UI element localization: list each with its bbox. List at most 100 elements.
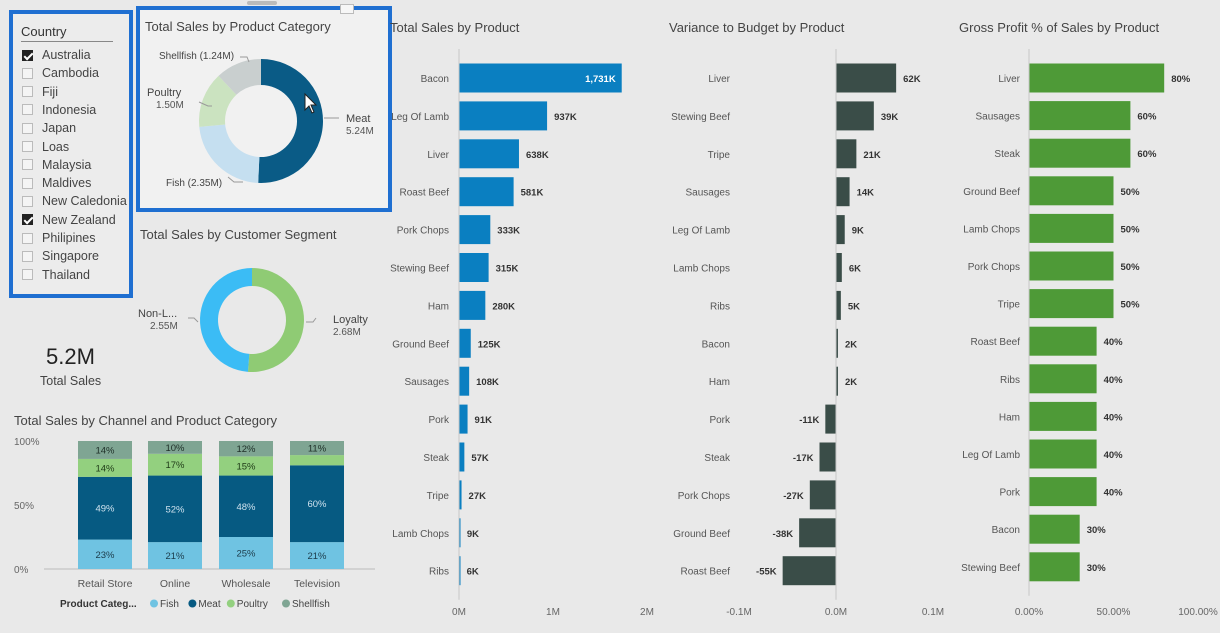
slicer-item-philipines[interactable]: Philipines [22, 229, 96, 247]
slicer-item-maldives[interactable]: Maldives [22, 174, 91, 192]
checkbox-checked-icon[interactable] [22, 214, 33, 226]
slice-value-label: 5.24M [346, 126, 374, 137]
checkbox-unchecked-icon[interactable] [22, 195, 33, 207]
bar [1029, 176, 1114, 206]
slicer-item-label: Thailand [42, 267, 90, 282]
bar-data-label: 30% [1087, 525, 1107, 536]
category-label: Steak [704, 453, 731, 464]
bar [459, 290, 486, 320]
segment-data-label: 60% [307, 499, 327, 510]
bar [836, 139, 857, 169]
slicer-item-singapore[interactable]: Singapore [22, 247, 99, 265]
bar-data-label: 2K [845, 377, 857, 388]
bar-data-label: 108K [476, 377, 499, 388]
category-label: Tripe [708, 150, 731, 161]
slicer-item-japan[interactable]: Japan [22, 119, 76, 137]
category-label: Leg Of Lamb [672, 226, 730, 237]
x-tick-label: 100.00% [1178, 607, 1218, 618]
bar-data-label: 6K [849, 264, 861, 275]
category-label: Sausages [686, 188, 730, 199]
slicer-item-label: Philipines [42, 231, 96, 245]
checkbox-unchecked-icon[interactable] [22, 122, 33, 134]
checkbox-unchecked-icon[interactable] [22, 104, 33, 116]
slicer-item-new-caledonia[interactable]: New Caledonia [22, 192, 127, 210]
bar [459, 63, 622, 93]
bar-data-label: 638K [526, 150, 549, 161]
bar-data-label: 40% [1104, 488, 1124, 499]
bar [1029, 514, 1080, 544]
slicer-item-thailand[interactable]: Thailand [22, 266, 90, 284]
category-label: Roast Beef [681, 567, 731, 578]
legend-dot-shellfish [282, 599, 290, 608]
stack-segment-poultry [148, 453, 202, 476]
category-label: Lamb Chops [963, 224, 1020, 235]
category-label: Bacon [992, 525, 1020, 536]
stack-segment-meat [290, 465, 344, 543]
stack-segment-fish [290, 542, 344, 569]
resize-handle[interactable] [247, 1, 277, 5]
bar-data-label: 50% [1121, 300, 1141, 311]
segment-data-label: 10% [165, 443, 185, 454]
slice-value-label: 2.68M [333, 327, 361, 338]
focus-mode-icon[interactable] [340, 4, 354, 14]
leader-line [240, 56, 250, 63]
bar [459, 404, 468, 434]
bar [459, 328, 471, 358]
bar-data-label: 50% [1121, 224, 1141, 235]
segment-data-label: 14% [95, 463, 115, 474]
checkbox-unchecked-icon[interactable] [22, 177, 33, 189]
category-label: Steak [994, 149, 1021, 160]
chart-title: Gross Profit % of Sales by Product [959, 20, 1160, 35]
checkbox-unchecked-icon[interactable] [22, 67, 33, 79]
slicer-item-label: Fiji [42, 84, 58, 99]
category-label: Liver [708, 74, 730, 85]
slicer-item-loas[interactable]: Loas [22, 138, 69, 156]
checkbox-unchecked-icon[interactable] [22, 232, 33, 244]
slicer-item-label: Cambodia [42, 66, 99, 81]
bar [459, 480, 462, 510]
category-donut-chart: Total Sales by Product Category Meat5.24M… [145, 19, 374, 189]
category-label: Liver [998, 74, 1020, 85]
x-tick-label: Retail Store [78, 578, 133, 590]
legend-entry: Poultry [237, 599, 268, 610]
bar [799, 518, 836, 548]
bar [1029, 364, 1097, 394]
bar-data-label: 80% [1171, 74, 1191, 85]
bar [836, 366, 838, 396]
slicer-item-malaysia[interactable]: Malaysia [22, 156, 91, 174]
kpi-total-sales-label: Total Sales [40, 374, 102, 388]
checkbox-unchecked-icon[interactable] [22, 269, 33, 281]
checkbox-unchecked-icon[interactable] [22, 250, 33, 262]
slicer-item-indonesia[interactable]: Indonesia [22, 101, 96, 119]
checkbox-unchecked-icon[interactable] [22, 141, 33, 152]
segment-data-label: 14% [95, 445, 115, 456]
legend-entry: Shellfish [292, 599, 330, 610]
bar-data-label: -11K [799, 415, 819, 426]
checkbox-checked-icon[interactable] [22, 49, 33, 61]
bar-data-label: 50% [1121, 187, 1141, 198]
slicer-item-cambodia[interactable]: Cambodia [22, 64, 99, 82]
bar [1029, 552, 1080, 582]
donut-slice-nonl [199, 268, 252, 372]
category-label: Stewing Beef [961, 563, 1020, 574]
bar [1029, 326, 1097, 356]
checkbox-unchecked-icon[interactable] [22, 86, 33, 98]
slice-value-label: 1.50M [156, 100, 184, 111]
bar-data-label: 2K [845, 339, 857, 350]
bar [459, 366, 470, 396]
segment-data-label: 21% [165, 551, 185, 562]
x-tick-label: Television [294, 578, 340, 590]
bar [836, 253, 842, 282]
category-label: Tripe [427, 491, 450, 502]
bar [459, 253, 489, 282]
category-label: Sausages [976, 112, 1020, 123]
slicer-item-fiji[interactable]: Fiji [22, 83, 58, 101]
slicer-item-australia[interactable]: Australia [22, 46, 91, 64]
slicer-item-new-zealand[interactable]: New Zealand [22, 211, 116, 229]
mouse-cursor-icon [304, 92, 318, 114]
kpi-total-sales-value: 5.2M [46, 344, 95, 369]
bar [1029, 401, 1097, 431]
checkbox-unchecked-icon[interactable] [22, 159, 33, 171]
bar-data-label: 581K [521, 188, 544, 199]
category-label: Tripe [998, 300, 1021, 311]
